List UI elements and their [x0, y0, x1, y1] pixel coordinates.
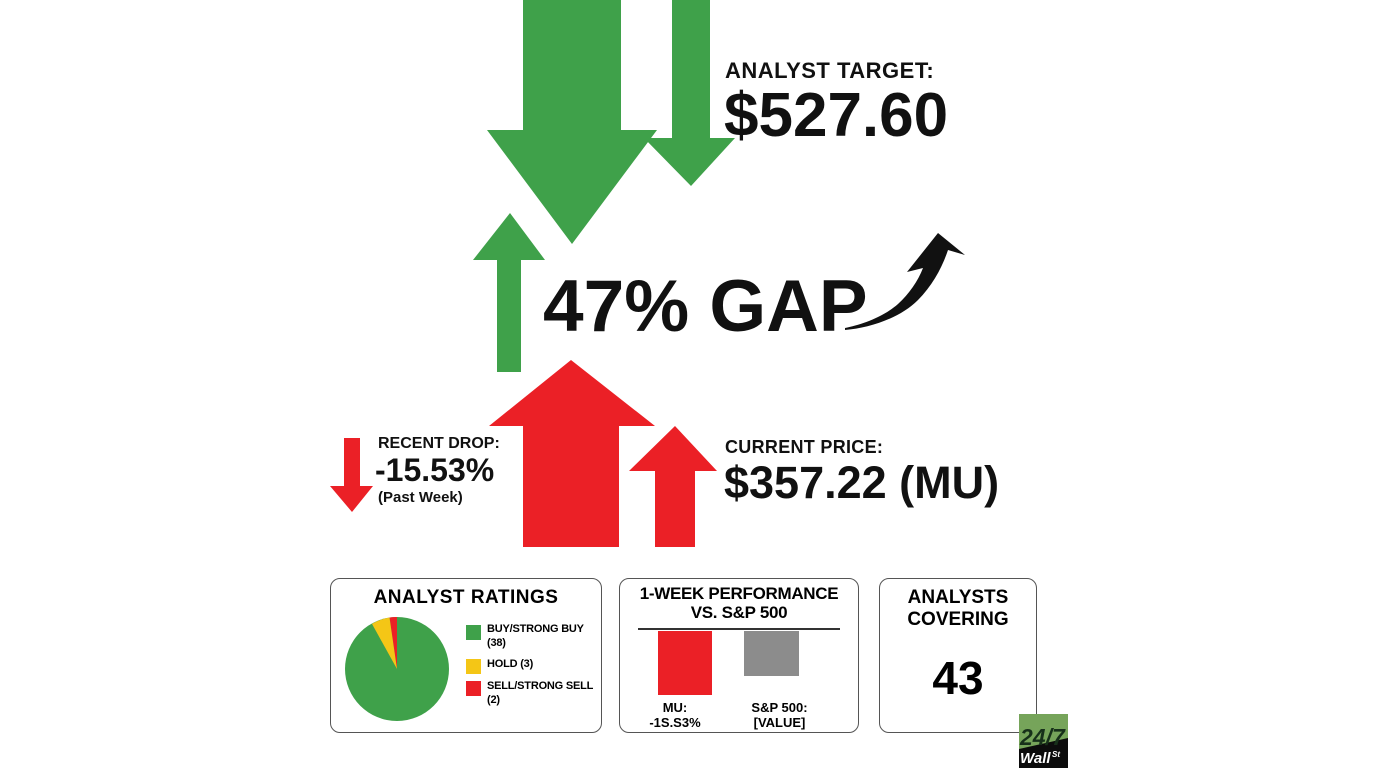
svg-text:24/7: 24/7 [1019, 724, 1066, 750]
svg-text:Wall: Wall [1020, 750, 1051, 767]
svg-text:St: St [1052, 750, 1060, 759]
